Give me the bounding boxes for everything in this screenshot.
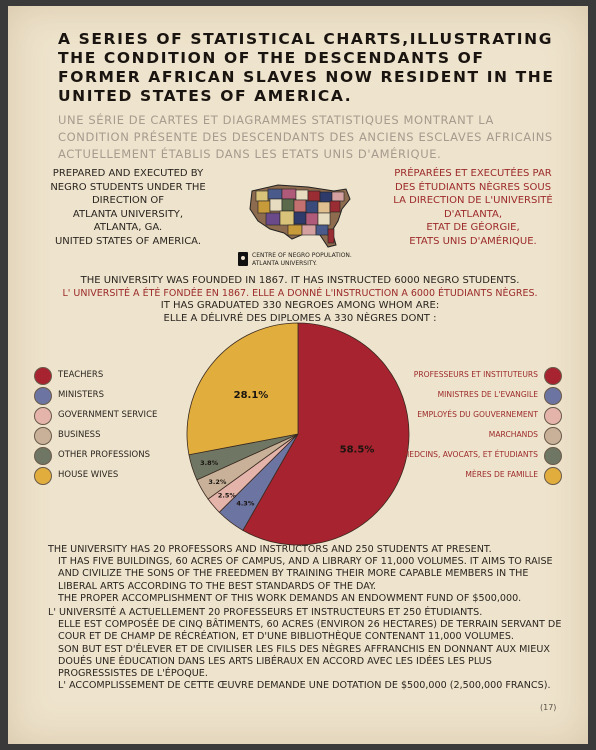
pie-value-label: 28.1% [234, 390, 269, 401]
legend-swatch [34, 387, 52, 405]
chart-title-english: A SERIES OF STATISTICAL CHARTS,ILLUSTRAT… [58, 30, 555, 105]
credit-french-line: PRÉPARÉES ET EXECUTÉES PAR [394, 168, 552, 179]
legend-item: TEACHERS [34, 367, 184, 387]
legend-item-french: EMPLOYÉS DU GOUVERNEMENT [380, 407, 562, 427]
legend-swatch [544, 387, 562, 405]
pie-value-label: 3.8% [200, 459, 219, 467]
body-french: L' UNIVERSITÉ A ACTUELLEMENT 20 PROFESSE… [48, 607, 568, 692]
legend-swatch [544, 447, 562, 465]
population-centre-icon [238, 252, 248, 266]
pie-value-label: 3.2% [208, 478, 227, 486]
legend-item-french: MARCHANDS [380, 427, 562, 447]
legend-item: OTHER PROFESSIONS [34, 447, 184, 467]
credit-french-line: ETAT DE GÉORGIE, [426, 222, 520, 233]
legend-label-french: MARCHANDS [488, 430, 538, 439]
credit-english: PREPARED AND EXECUTED BY NEGRO STUDENTS … [28, 167, 228, 248]
body-english-paragraph: IT HAS FIVE BUILDINGS, 60 ACRES OF CAMPU… [58, 556, 553, 592]
legend-swatch [544, 407, 562, 425]
legend-swatch [34, 447, 52, 465]
body-french-paragraph: L' UNIVERSITÉ A ACTUELLEMENT 20 PROFESSE… [48, 607, 483, 618]
body-english-paragraph: THE UNIVERSITY HAS 20 PROFESSORS AND INS… [48, 544, 492, 555]
legend-swatch [544, 367, 562, 385]
credit-french-line: DES ÉTUDIANTS NÈGRES SOUS [394, 181, 552, 193]
credit-english-line: ATLANTA, GA. [93, 222, 163, 233]
chart-title-french: UNE SÉRIE DE CARTES ET DIAGRAMMES STATIS… [58, 113, 553, 161]
body-french-paragraph: L' ACCOMPLISSEMENT DE CETTE ŒUVRE DEMAND… [58, 680, 551, 692]
credit-english-line: NEGRO STUDENTS UNDER THE [50, 181, 206, 193]
pie-value-label: 58.5% [340, 445, 375, 456]
credit-english-line: PREPARED AND EXECUTED BY [52, 168, 204, 179]
legend-label: OTHER PROFESSIONS [58, 450, 150, 460]
graduated-french: ELLE A DÉLIVRÉ DES DIPLOMES A 330 NÈGRES… [163, 313, 437, 324]
credit-french-line: LA DIRECTION DE L'UNIVERSITÉ [393, 195, 553, 206]
body-french-paragraph: ELLE EST COMPOSÉE DE CINQ BÂTIMENTS, 60 … [58, 619, 562, 643]
legend-swatch [34, 427, 52, 445]
legend-label-french: MÈRES DE FAMILLE [465, 470, 538, 479]
credit-french-line: ETATS UNIS D'AMÉRIQUE. [409, 235, 537, 247]
legend-item: GOVERNMENT SERVICE [34, 407, 184, 427]
legend-item-french: PROFESSEURS ET INSTITUTEURS [380, 367, 562, 387]
body-english: THE UNIVERSITY HAS 20 PROFESSORS AND INS… [48, 544, 568, 605]
legend-swatch [34, 467, 52, 485]
legend-label: BUSINESS [58, 430, 101, 440]
legend-item: HOUSE WIVES [34, 467, 184, 487]
founded-english: THE UNIVERSITY WAS FOUNDED IN 1867. IT H… [80, 275, 520, 286]
founded-french: L' UNIVERSITÉ A ÉTÉ FONDÉE EN 1867. ELLE… [62, 288, 538, 299]
legend-item-french: MINISTRES DE L'EVANGILE [380, 387, 562, 407]
legend-swatch [544, 467, 562, 485]
legend-item-french: MÈRES DE FAMILLE [380, 467, 562, 487]
credit-french: PRÉPARÉES ET EXECUTÉES PAR DES ÉTUDIANTS… [378, 167, 568, 248]
credit-english-line: ATLANTA UNIVERSITY, [72, 208, 184, 220]
legend-swatch [544, 427, 562, 445]
pie-slice [242, 322, 410, 546]
map-legend: CENTRE OF NEGRO POPULATION. ATLANTA UNIV… [252, 252, 352, 267]
legend-label: MINISTERS [58, 390, 104, 400]
legend-item-french: MEDCINS, AVOCATS, ET ÉTUDIANTS [380, 447, 562, 467]
legend-label: HOUSE WIVES [58, 470, 119, 480]
body-french-paragraph: SON BUT EST D'ÉLEVER ET DE CIVILISER LES… [58, 643, 550, 680]
us-map-illustration [249, 184, 351, 248]
legend-label-french: PROFESSEURS ET INSTITUTEURS [413, 370, 538, 379]
credit-english-line: UNITED STATES OF AMERICA. [54, 235, 202, 247]
legend-label-french: MEDCINS, AVOCATS, ET ÉTUDIANTS [402, 450, 538, 459]
legend-label-french: MINISTRES DE L'EVANGILE [437, 390, 538, 399]
credit-english-line: DIRECTION OF [91, 195, 165, 206]
body-english-paragraph: THE PROPER ACCOMPLISHMENT OF THIS WORK D… [58, 592, 522, 604]
legend-label-french: EMPLOYÉS DU GOUVERNEMENT [417, 410, 538, 419]
legend-swatch [34, 407, 52, 425]
legend-item: BUSINESS [34, 427, 184, 447]
legend-item: MINISTERS [34, 387, 184, 407]
pie-value-label: 4.3% [236, 500, 255, 508]
pie-slice [186, 322, 299, 456]
legend-label: GOVERNMENT SERVICE [58, 410, 158, 420]
legend-label: TEACHERS [58, 370, 104, 380]
credit-french-line: D'ATLANTA, [443, 208, 503, 220]
page-number: (17) [540, 703, 557, 712]
pie-value-label: 2.5% [218, 491, 237, 499]
legend-swatch [34, 367, 52, 385]
graduated-english: IT HAS GRADUATED 330 NEGROES AMONG WHOM … [160, 300, 440, 311]
